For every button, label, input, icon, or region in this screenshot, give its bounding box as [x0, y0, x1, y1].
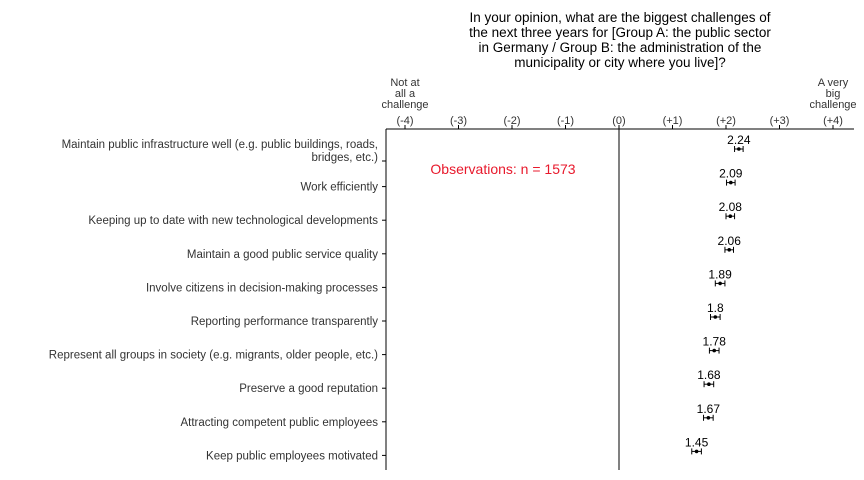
x-tick-label: (-3)	[450, 115, 467, 127]
category-label: Involve citizens in decision-making proc…	[146, 282, 378, 294]
data-value-label: 2.24	[727, 133, 751, 147]
x-tick-label: (+2)	[716, 115, 736, 127]
category-label: Maintain a good public service quality	[187, 249, 378, 261]
data-value-label: 2.06	[718, 234, 742, 248]
category-label: Reporting performance transparently	[191, 316, 379, 328]
chart-title-line: the next three years for [Group A: the p…	[469, 25, 771, 40]
category-labels: Maintain public infrastructure well (e.g…	[49, 139, 386, 462]
chart-title-line: municipality or city where you live]?	[514, 55, 726, 70]
data-point	[728, 214, 733, 218]
data-value-label: 1.45	[685, 435, 709, 449]
data-value-label: 1.89	[708, 267, 732, 281]
x-tick-label: (+3)	[770, 115, 790, 127]
category-label: Work efficiently	[300, 182, 378, 194]
data-value-label: 1.8	[707, 301, 724, 315]
category-label: Keep public employees motivated	[206, 450, 378, 462]
data-point	[729, 180, 733, 185]
category-label: Preserve a good reputation	[239, 383, 378, 395]
x-tick-label: (-4)	[396, 115, 413, 127]
category-label: Represent all groups in society (e.g. mi…	[49, 350, 378, 362]
chart-title-line: In your opinion, what are the biggest ch…	[470, 10, 771, 25]
chart-title: In your opinion, what are the biggest ch…	[469, 10, 771, 70]
x-axis-left-end-label: challenge	[381, 99, 428, 111]
data-value-label: 1.67	[697, 402, 721, 416]
x-tick-label: (+4)	[823, 115, 843, 127]
category-label: Maintain public infrastructure well (e.g…	[62, 139, 378, 151]
data-point	[706, 416, 711, 420]
x-tick-label: (+1)	[663, 115, 683, 127]
category-label: bridges, etc.)	[312, 152, 379, 164]
data-value-label: 1.68	[697, 368, 721, 382]
data-point	[707, 382, 711, 387]
x-tick-label: (-2)	[503, 115, 520, 127]
x-tick-label: (-1)	[557, 115, 574, 127]
x-axis-right-end-label: big	[826, 88, 841, 100]
data-point	[712, 348, 717, 353]
data-point	[694, 449, 699, 454]
x-axis-left-end-label: Not at	[390, 77, 419, 89]
chart-title-line: in Germany / Group B: the administration…	[479, 40, 762, 55]
x-axis-ticks: (-4) (-3) (-2) (-1) (0) (+1) (+2) (+3) (+4)	[396, 115, 843, 129]
data-point	[727, 248, 732, 252]
data-value-label: 2.09	[719, 167, 743, 181]
data-marks: 2.24 2.09 2.08 2.06 1.89 1.8 1.78 1.68 1.67 1.45	[685, 133, 751, 455]
data-point	[713, 315, 718, 319]
data-value-label: 1.78	[703, 335, 727, 349]
x-axis-right-end-label: challenge	[809, 99, 856, 111]
x-tick-label: (0)	[612, 115, 625, 127]
data-point	[737, 147, 741, 151]
x-axis-right-end-label: A very	[818, 77, 849, 89]
data-value-label: 2.08	[719, 200, 743, 214]
category-label: Attracting competent public employees	[180, 417, 378, 429]
data-point	[718, 281, 722, 286]
x-axis-left-end-label: all a	[395, 88, 416, 100]
category-label: Keeping up to date with new technologica…	[88, 215, 378, 227]
observations-annotation: Observations: n = 1573	[430, 161, 575, 177]
